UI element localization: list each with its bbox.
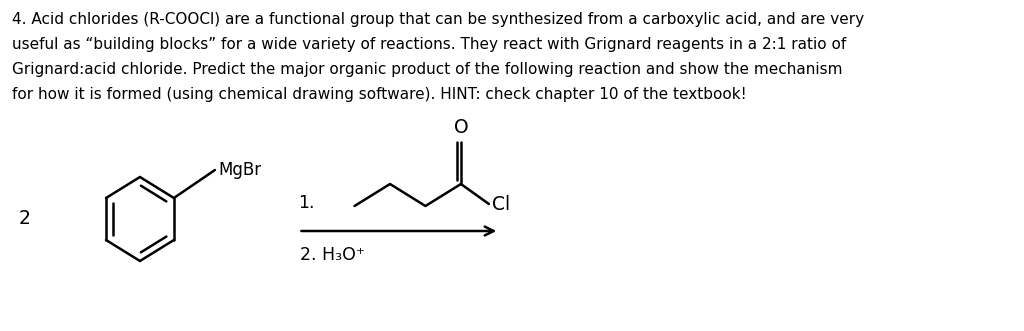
Text: MgBr: MgBr [219,161,262,179]
Text: O: O [454,118,468,137]
Text: for how it is formed (using chemical drawing software). HINT: check chapter 10 o: for how it is formed (using chemical dra… [12,87,746,102]
Text: 2: 2 [18,210,31,228]
Text: Grignard:acid chloride. Predict the major organic product of the following react: Grignard:acid chloride. Predict the majo… [12,62,843,77]
Text: Cl: Cl [492,195,510,213]
Text: useful as “building blocks” for a wide variety of reactions. They react with Gri: useful as “building blocks” for a wide v… [12,37,847,52]
Text: 4. Acid chlorides (R-COOCl) are a functional group that can be synthesized from : 4. Acid chlorides (R-COOCl) are a functi… [12,12,864,27]
Text: 1.: 1. [299,194,315,212]
Text: 2. H₃O⁺: 2. H₃O⁺ [300,246,366,264]
